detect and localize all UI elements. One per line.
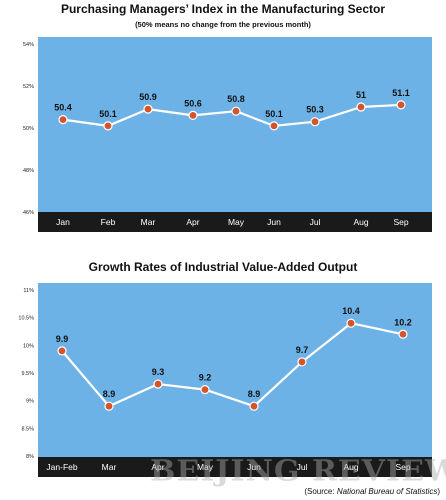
chart1-x-tick-label: Apr (186, 217, 199, 227)
chart2-data-label: 8.9 (248, 389, 261, 399)
chart1-y-tick-label: 48% (23, 168, 34, 174)
chart2-data-label: 8.9 (103, 389, 116, 399)
chart1-data-point (103, 121, 113, 131)
chart2-data-point (398, 329, 408, 339)
chart2-data-label: 9.3 (152, 367, 165, 377)
chart2-plot-area (38, 283, 432, 461)
chart1-data-label: 50.1 (265, 109, 283, 119)
chart1-x-tick-label: Mar (141, 217, 156, 227)
chart2-data-point (153, 379, 163, 389)
chart2-y-tick-label: 10.5% (18, 316, 34, 322)
chart2-y-tick-label: 8.5% (21, 426, 34, 432)
chart1-data-point (231, 106, 241, 116)
chart1-y-tick-label: 50% (23, 126, 34, 132)
chart1-x-tick-label: Feb (101, 217, 116, 227)
chart1-y-tick-label: 46% (23, 210, 34, 216)
chart2-x-tick-label: Mar (102, 462, 117, 472)
chart2-y-tick-label: 10% (23, 343, 34, 349)
chart1-x-tick-label: Jan (56, 217, 70, 227)
chart1-data-label: 50.1 (99, 109, 117, 119)
chart2-y-tick-label: 9.5% (21, 371, 34, 377)
chart1-data-point (310, 117, 320, 127)
chart2-title: Growth Rates of Industrial Value-Added O… (88, 260, 358, 274)
chart1-data-point (58, 114, 68, 125)
chart1-data-point (188, 110, 198, 121)
watermark: BEIJING REVIEW.com.cn (150, 454, 446, 489)
chart1-data-label: 51 (356, 90, 366, 100)
chart2-category-band (38, 457, 432, 477)
chart2-data-label: 10.2 (394, 317, 412, 327)
chart1-data-label: 51.1 (392, 88, 410, 98)
chart1-data-label: 50.8 (227, 94, 245, 104)
source-name: National Bureau of Statistics (336, 487, 438, 496)
chart1-data-label: 50.6 (184, 98, 202, 108)
chart1-subtitle: (50% means no change from the previous m… (135, 20, 311, 29)
chart2-data-point (249, 401, 259, 411)
chart2-data-label: 9.2 (199, 373, 212, 383)
chart1-y-tick-label: 52% (23, 84, 34, 90)
chart1-data-point (356, 102, 366, 112)
chart2-x-tick-label: Jun (247, 462, 261, 472)
chart2-data-label: 9.7 (296, 345, 309, 355)
chart2-x-tick-label: Jan-Feb (46, 462, 77, 472)
chart1-plot-area (38, 37, 432, 217)
chart2-x-tick-label: May (197, 462, 214, 472)
chart1-category-band (38, 212, 432, 232)
chart1-x-tick-label: Jul (310, 217, 321, 227)
chart2-series-line (61, 322, 404, 408)
chart1-x-tick-label: May (228, 217, 245, 227)
chart2-x-tick-label: Apr (151, 462, 164, 472)
chart2-data-point (104, 401, 114, 411)
chart2-x-tick-label: Jul (297, 462, 308, 472)
chart2-y-tick-label: 11% (23, 288, 34, 294)
chart2-x-tick-label: Aug (343, 462, 358, 472)
chart1-data-label: 50.4 (54, 103, 72, 113)
chart2-y-tick-label: 9% (26, 399, 34, 405)
chart1-data-point (269, 121, 279, 131)
chart1-title: Purchasing Managers’ Index in the Manufa… (60, 2, 386, 16)
chart1-x-tick-label: Jun (267, 217, 281, 227)
chart1-data-label: 50.3 (306, 105, 324, 115)
chart1-y-tick-label: 54% (23, 42, 34, 48)
chart2-data-point (57, 346, 67, 356)
chart1-data-point (396, 100, 406, 110)
source-note: (Source: National Bureau of Statistics) (304, 487, 440, 496)
chart2-y-tick-label: 8% (26, 454, 34, 460)
chart2-data-label: 10.4 (342, 306, 360, 316)
chart2-x-tick-label: Sep (395, 462, 410, 472)
chart2-data-label: 9.9 (56, 334, 69, 344)
chart2-data-point (200, 385, 210, 395)
chart2-data-point (346, 318, 356, 328)
chart1-x-tick-label: Sep (393, 217, 408, 227)
chart1-data-point (143, 104, 153, 114)
chart1-data-label: 50.9 (139, 92, 157, 102)
chart1-x-tick-label: Aug (353, 217, 368, 227)
chart2-data-point (297, 357, 307, 367)
